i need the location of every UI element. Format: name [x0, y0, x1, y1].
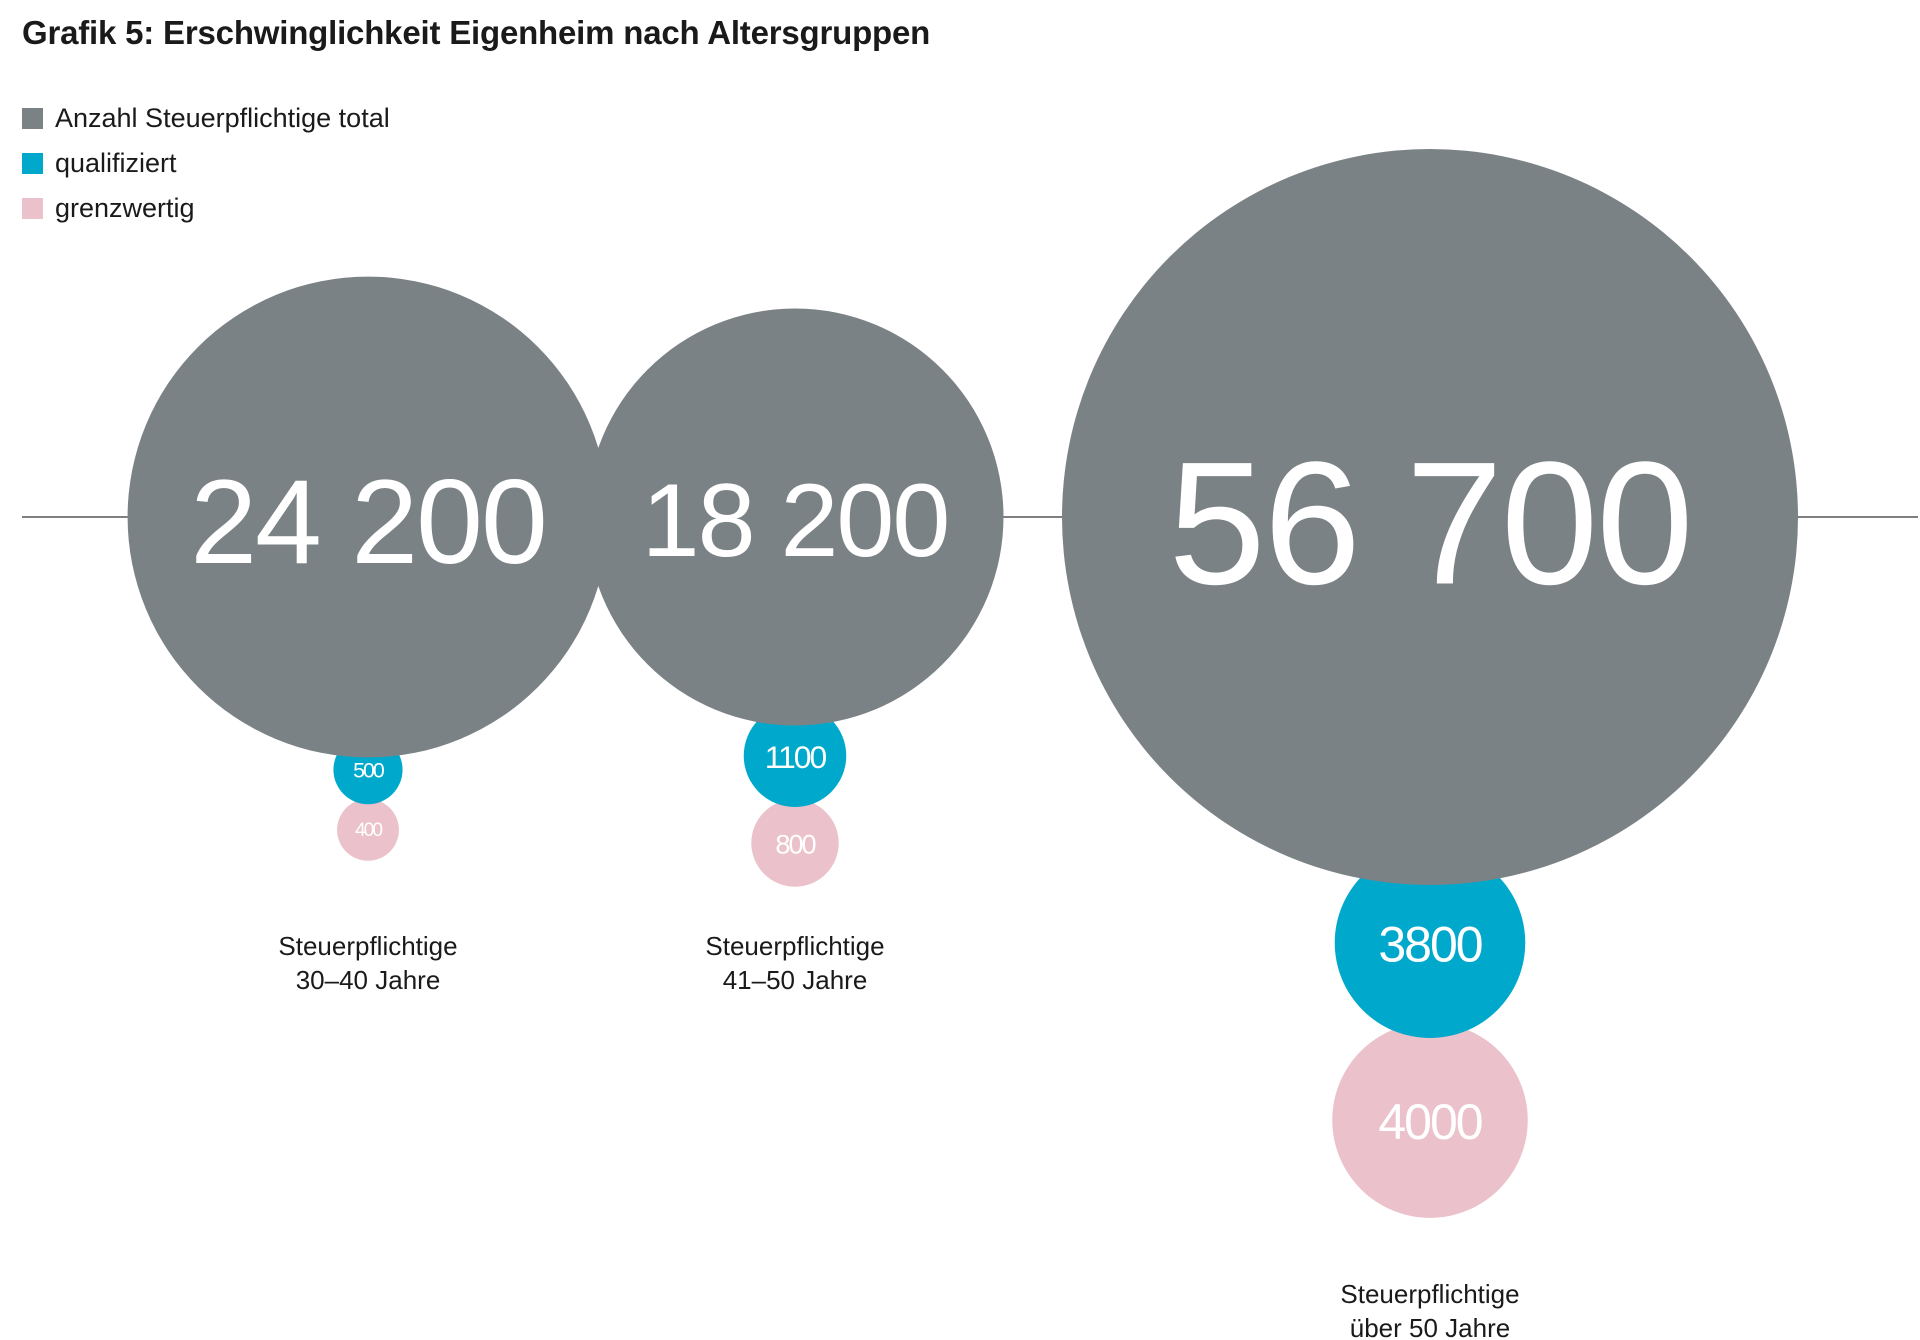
chart-title: Grafik 5: Erschwinglichkeit Eigenheim na… — [22, 14, 931, 51]
group-label-line1-0: Steuerpflichtige — [278, 931, 457, 961]
value-label-total-2: 56 700 — [1168, 427, 1691, 622]
legend-item-total: Anzahl Steuerpflichtige total — [22, 96, 390, 141]
value-label-grenzwertig-2: 4000 — [1378, 1094, 1481, 1150]
value-label-total-1: 18 200 — [642, 463, 949, 579]
value-label-qualifiziert-0: 500 — [353, 759, 385, 783]
bubble-total-0 — [127, 276, 609, 758]
legend: Anzahl Steuerpflichtige total qualifizie… — [22, 96, 390, 231]
legend-label-grenzwertig: grenzwertig — [55, 193, 195, 223]
group-label-line2-2: über 50 Jahre — [1350, 1313, 1510, 1340]
group-label-line2-1: 41–50 Jahre — [723, 965, 868, 995]
value-label-qualifiziert-1: 1100 — [765, 739, 827, 775]
bubble-grenzwertig-1 — [751, 799, 839, 887]
value-label-qualifiziert-2: 3800 — [1378, 917, 1481, 973]
bubble-grenzwertig-0 — [337, 798, 399, 861]
value-label-grenzwertig-0: 400 — [355, 820, 382, 841]
legend-swatch-total — [22, 108, 43, 129]
legend-item-grenzwertig: grenzwertig — [22, 186, 390, 231]
group-label-line2-0: 30–40 Jahre — [296, 965, 441, 995]
group-label-line1-1: Steuerpflichtige — [705, 931, 884, 961]
bubble-total-1 — [586, 308, 1004, 726]
legend-label-total: Anzahl Steuerpflichtige total — [55, 103, 390, 133]
value-label-grenzwertig-1: 800 — [775, 829, 816, 860]
legend-swatch-qualifiziert — [22, 153, 43, 174]
value-label-total-0: 24 200 — [190, 455, 546, 589]
legend-label-qualifiziert: qualifiziert — [55, 148, 177, 178]
bubble-total-2 — [1062, 149, 1798, 885]
group-label-line1-2: Steuerpflichtige — [1340, 1279, 1519, 1309]
legend-item-qualifiziert: qualifiziert — [22, 141, 390, 186]
legend-swatch-grenzwertig — [22, 198, 43, 219]
bubble-qualifiziert-1 — [743, 704, 847, 807]
bubble-qualifiziert-2 — [1334, 847, 1526, 1039]
bubble-grenzwertig-2 — [1332, 1022, 1528, 1218]
